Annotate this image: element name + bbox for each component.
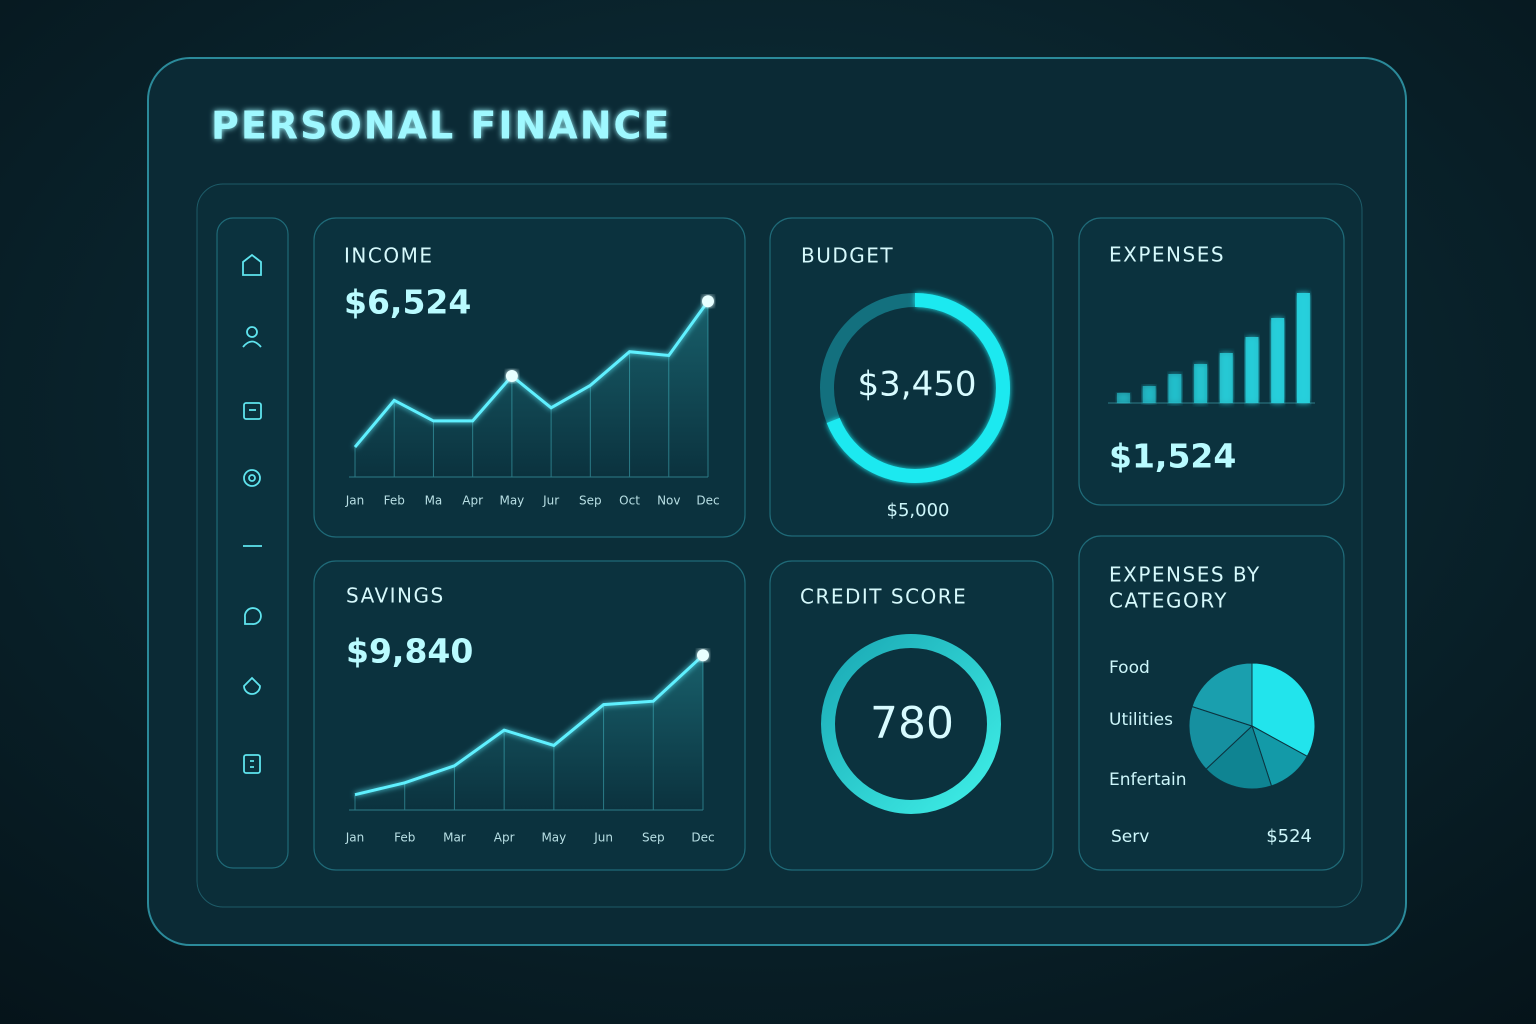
x-tick-label: Jan xyxy=(345,494,365,508)
x-tick-label: Nov xyxy=(657,494,680,508)
expenses-title: EXPENSES xyxy=(1109,243,1225,267)
bar xyxy=(1194,364,1208,403)
chat-icon[interactable] xyxy=(244,607,262,625)
bar xyxy=(1271,318,1285,403)
credit-score-value: 780 xyxy=(870,698,954,749)
bar xyxy=(1117,393,1130,403)
bar xyxy=(1296,293,1310,403)
point-marker xyxy=(697,649,709,662)
income-amount: $6,524 xyxy=(344,283,471,322)
line xyxy=(354,654,705,797)
bar xyxy=(1219,353,1233,403)
expenses-card xyxy=(1078,217,1345,506)
budget-value: $3,450 xyxy=(858,365,977,405)
pie-slice xyxy=(1188,705,1253,770)
savings-title: SAVINGS xyxy=(346,584,445,608)
category-label: Enfertain xyxy=(1109,770,1187,790)
credit-ring xyxy=(821,634,1001,814)
x-tick-label: Oct xyxy=(619,494,640,508)
x-tick-label: Feb xyxy=(384,494,405,508)
category-title: CATEGORY xyxy=(1109,589,1228,613)
pie-slice xyxy=(1251,662,1316,758)
x-tick-label: May xyxy=(541,831,566,845)
expenses-amount: $1,524 xyxy=(1109,437,1236,476)
drop-icon[interactable] xyxy=(243,676,261,695)
sidebar xyxy=(216,217,289,869)
ring-progress xyxy=(826,293,1010,483)
bar xyxy=(1245,337,1259,403)
budget-title: BUDGET xyxy=(801,244,894,268)
wallet-icon[interactable] xyxy=(243,402,262,420)
x-tick-label: Jun xyxy=(593,831,613,845)
x-tick-label: Dec xyxy=(696,494,719,508)
category-label: Serv xyxy=(1111,827,1149,847)
credit-score-title: CREDIT SCORE xyxy=(800,585,967,609)
settings-icon[interactable] xyxy=(243,469,261,487)
x-tick-label: Sep xyxy=(579,494,602,508)
savings-amount: $9,840 xyxy=(346,632,473,671)
x-tick-label: Apr xyxy=(462,494,483,508)
income-title: INCOME xyxy=(344,244,433,268)
page-title: PERSONAL FINANCE xyxy=(211,104,671,148)
category-title: EXPENSES BY xyxy=(1109,563,1261,587)
budget-total: $5,000 xyxy=(887,500,950,521)
x-tick-label: Ma xyxy=(425,494,443,508)
pie-slice xyxy=(1205,725,1273,790)
category-amount: $524 xyxy=(1266,826,1312,847)
profile-icon[interactable] xyxy=(242,326,262,348)
x-tick-label: May xyxy=(499,494,524,508)
x-tick-label: Apr xyxy=(494,831,515,845)
bar xyxy=(1142,386,1156,403)
category-label: Food xyxy=(1109,658,1150,678)
point-marker xyxy=(702,295,714,308)
line xyxy=(353,300,710,449)
category-label: Utilities xyxy=(1109,710,1173,730)
pie-slice xyxy=(1191,662,1253,727)
x-tick-label: Feb xyxy=(394,831,415,845)
money-icon[interactable] xyxy=(243,754,261,774)
budget-card xyxy=(769,217,1054,537)
x-tick-label: Sep xyxy=(642,831,665,845)
x-tick-label: Mar xyxy=(443,831,466,845)
sidebar-icons xyxy=(242,253,262,774)
line-area xyxy=(355,301,708,477)
home-icon[interactable] xyxy=(242,253,262,276)
point-marker xyxy=(505,370,518,383)
x-tick-label: Jan xyxy=(345,831,365,845)
x-tick-label: Jur xyxy=(542,494,559,508)
x-tick-label: Dec xyxy=(691,831,714,845)
credit-score-card xyxy=(769,560,1054,871)
bar xyxy=(1168,374,1182,403)
